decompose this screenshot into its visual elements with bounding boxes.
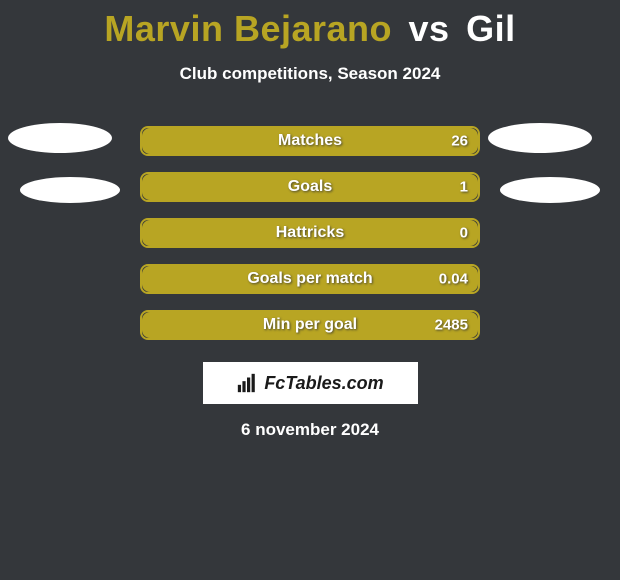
title-player-a: Marvin Bejarano: [104, 8, 392, 49]
bar-fill: [142, 128, 478, 154]
decorative-ellipse: [500, 177, 600, 203]
stat-row: Min per goal2485: [140, 310, 480, 340]
date-line: 6 november 2024: [0, 420, 620, 440]
stat-row: Hattricks0: [140, 218, 480, 248]
bar-outline: [140, 218, 480, 248]
bar-chart-icon: [236, 372, 258, 394]
bar-outline: [140, 310, 480, 340]
bar-fill: [142, 174, 478, 200]
logo-box: FcTables.com: [203, 362, 418, 404]
subtitle: Club competitions, Season 2024: [0, 64, 620, 84]
page-title: Marvin Bejarano vs Gil: [0, 0, 620, 50]
bar-fill: [142, 266, 478, 292]
decorative-ellipse: [488, 123, 592, 153]
bar-fill: [142, 220, 478, 246]
bar-fill: [142, 312, 478, 338]
title-player-b: Gil: [466, 8, 516, 49]
bar-outline: [140, 126, 480, 156]
stat-row: Goals1: [140, 172, 480, 202]
stat-row: Goals per match0.04: [140, 264, 480, 294]
logo-text: FcTables.com: [264, 373, 383, 394]
bar-outline: [140, 264, 480, 294]
decorative-ellipse: [20, 177, 120, 203]
stat-rows: Matches26 Goals1 Hattricks0 Goals per match…: [0, 126, 620, 340]
decorative-ellipse: [8, 123, 112, 153]
bar-outline: [140, 172, 480, 202]
title-vs: vs: [409, 8, 450, 49]
stat-row: Matches26: [140, 126, 480, 156]
